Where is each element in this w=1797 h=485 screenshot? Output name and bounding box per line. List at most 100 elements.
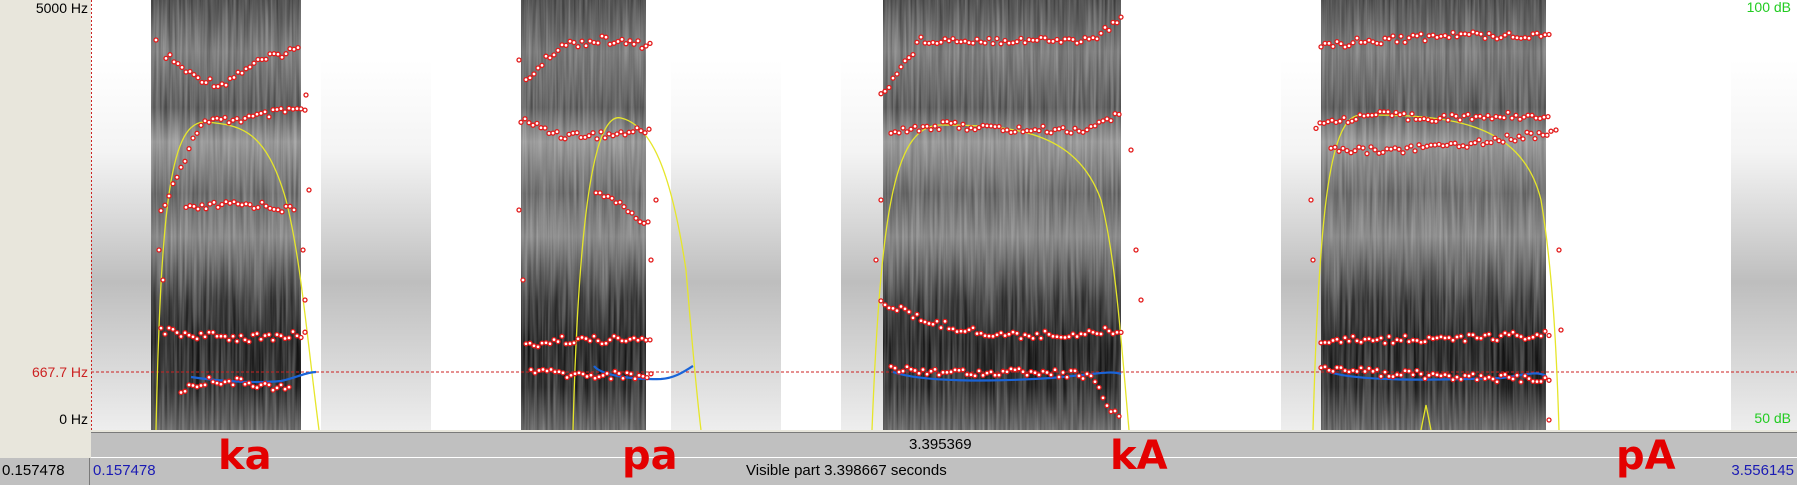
formant-marker: [1014, 39, 1020, 45]
formant-marker: [242, 115, 248, 122]
formant-marker: [1401, 110, 1407, 117]
formant-marker: [958, 39, 964, 45]
formant-marker: [1402, 333, 1408, 339]
formant-track-10: [878, 14, 1124, 97]
noise-region-5: [1731, 60, 1797, 430]
formant-marker: [1418, 371, 1424, 377]
formant-marker: [535, 65, 541, 71]
interval-bar[interactable]: 3.395369: [91, 432, 1797, 458]
formant-marker: [1542, 328, 1548, 334]
formant-track-16: [1328, 128, 1554, 157]
formant-marker: [1466, 373, 1472, 379]
formant-marker: [575, 44, 581, 50]
formant-marker: [595, 40, 601, 46]
formant-marker: [1364, 150, 1370, 157]
formant-track-4: [178, 374, 292, 396]
formant-marker: [600, 372, 606, 379]
formant-marker: [974, 36, 980, 42]
formant-marker: [972, 373, 978, 379]
formant-marker: [1382, 340, 1388, 346]
formant-marker: [1485, 112, 1491, 119]
formant-marker: [1358, 365, 1364, 371]
formant-marker: [1022, 40, 1028, 46]
formant-marker: [258, 336, 264, 342]
formant-marker: [1064, 374, 1070, 380]
formant-marker: [994, 35, 1000, 42]
formant-marker: [932, 123, 938, 129]
formant-marker: [912, 367, 918, 374]
formant-marker: [1034, 330, 1040, 337]
formant-marker: [952, 119, 958, 125]
formant-marker: [572, 371, 578, 377]
formant-marker: [1054, 334, 1060, 340]
formant-marker: [1074, 333, 1080, 340]
formant-marker: [886, 84, 892, 91]
formant-marker: [1530, 31, 1536, 37]
formant-marker: [242, 337, 248, 343]
formant-marker: [1334, 336, 1340, 342]
formant-marker: [988, 369, 994, 375]
formant-marker: [1096, 384, 1102, 391]
formant-marker: [275, 51, 281, 57]
formant-marker: [211, 199, 217, 206]
formant-marker: [1442, 32, 1448, 39]
formant-marker: [531, 71, 537, 77]
formant-marker: [182, 388, 188, 394]
formant-marker: [548, 366, 554, 373]
formant-marker: [598, 129, 604, 135]
formant-marker: [1430, 32, 1436, 38]
formant-marker: [1502, 32, 1508, 38]
formant-marker: [1112, 110, 1118, 117]
formant-marker: [1072, 125, 1078, 131]
formant-marker: [162, 202, 168, 208]
formant-marker: [1330, 43, 1336, 50]
formant-marker: [302, 107, 308, 113]
formant-track-0: [163, 44, 301, 90]
formant-marker: [215, 204, 221, 210]
formant-marker: [950, 35, 956, 42]
formant-marker: [1488, 139, 1494, 146]
formant-marker: [226, 378, 232, 384]
formant-marker: [1490, 376, 1496, 382]
formant-marker: [964, 127, 970, 133]
formant-marker: [936, 126, 942, 133]
formant-marker: [1128, 147, 1134, 153]
formant-marker: [873, 257, 879, 263]
formant-marker: [602, 135, 608, 141]
formant-marker: [287, 46, 293, 52]
formant-track-12: [878, 298, 1124, 342]
formant-marker: [1518, 35, 1524, 41]
formant-marker: [643, 43, 649, 49]
formant-marker: [178, 333, 184, 340]
spectrogram-panel[interactable]: 100 dB 50 dB: [91, 0, 1797, 430]
formant-marker: [1450, 377, 1456, 383]
syllable-label-pa: pa: [622, 433, 678, 479]
formant-marker: [617, 199, 623, 205]
formant-marker: [160, 277, 166, 283]
formant-marker: [1454, 34, 1460, 40]
formant-marker: [1406, 35, 1412, 41]
formant-track-11: [888, 110, 1122, 136]
formant-marker: [238, 376, 244, 382]
formant-marker: [1054, 36, 1060, 43]
formant-marker: [207, 76, 213, 82]
formant-marker: [1058, 39, 1064, 45]
spectrogram-canvas[interactable]: [91, 0, 1797, 430]
formant-marker: [162, 331, 168, 337]
formant-marker: [890, 75, 896, 81]
formant-marker: [648, 371, 654, 377]
formant-marker: [583, 43, 589, 49]
formant-marker: [1092, 379, 1098, 385]
status-bar[interactable]: 0.157478 Visible part 3.398667 seconds 3…: [0, 458, 1797, 485]
formant-marker: [632, 376, 638, 382]
formant-marker: [1048, 130, 1054, 136]
formant-marker: [1036, 372, 1042, 378]
formant-marker: [1505, 109, 1511, 116]
formant-marker: [1360, 145, 1366, 151]
formant-marker: [1060, 124, 1066, 131]
formant-marker: [263, 203, 269, 209]
formant-marker: [642, 130, 648, 136]
formant-marker: [1326, 40, 1332, 47]
formant-marker: [1514, 35, 1520, 41]
formant-marker: [1454, 334, 1460, 340]
